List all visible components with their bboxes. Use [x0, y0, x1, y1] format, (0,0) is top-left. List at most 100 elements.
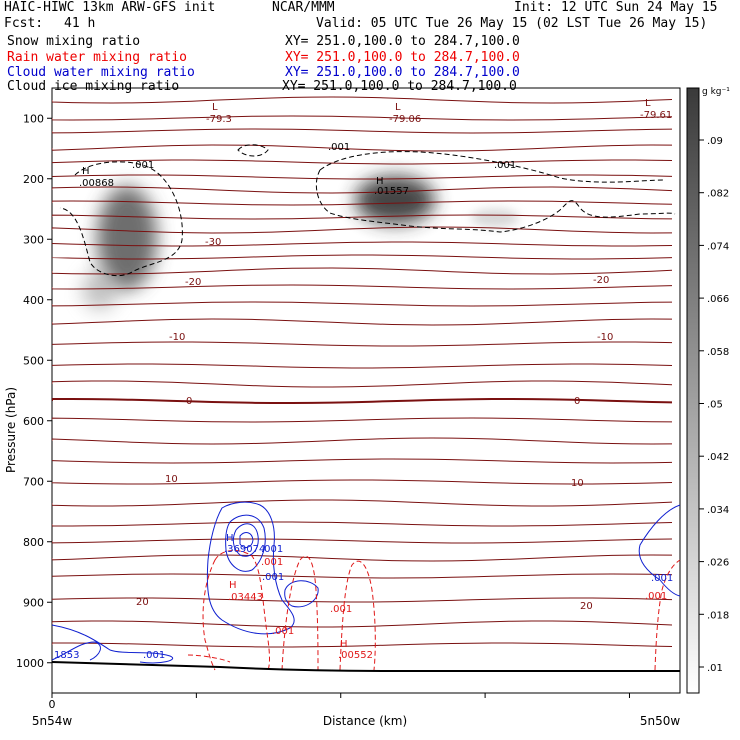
ice-label-right: .001 — [494, 160, 516, 171]
y-tick-label: 600 — [23, 415, 44, 428]
temperature-contour-line — [52, 96, 673, 104]
rain-contour-c — [654, 559, 681, 671]
init-time: Init: 12 UTC Sun 24 May 15 — [514, 0, 718, 15]
y-axis-title: Pressure (hPa) — [4, 387, 18, 473]
temperature-contour-line — [52, 267, 673, 275]
colorbar-ticks: .01 .018 .026 .034 .042 .05 .058 .066 .074 .082 .0… — [699, 136, 729, 674]
colorbar-tick-label: .058 — [707, 347, 729, 358]
temperature-contour-line — [52, 538, 673, 544]
temperature-contour-line — [52, 554, 673, 562]
temperature-contour-line — [52, 363, 673, 369]
colorbar-tick-label: .09 — [707, 136, 723, 147]
temperature-contour-line — [52, 341, 673, 347]
temperature-contours — [52, 96, 673, 648]
temperature-contour-line — [52, 380, 673, 388]
field-snow-xy: XY= 251.0,100.0 to 284.7,100.0 — [285, 34, 520, 49]
cw-contour-small — [284, 580, 319, 608]
y-tick-label: 300 — [23, 233, 44, 246]
temperature-contour-line — [52, 128, 673, 134]
colorbar-unit: g kg⁻¹ — [702, 87, 730, 97]
temperature-contour-line — [52, 254, 673, 260]
ice-contour-small — [237, 144, 269, 157]
temperature-contour-line — [52, 214, 673, 220]
cw-max-mark: H — [226, 533, 234, 544]
temperature-contour-line — [52, 521, 673, 527]
temperature-contour-line — [52, 479, 673, 485]
valid-time: Valid: 05 UTC Tue 26 May 15 (02 LST Tue … — [316, 16, 708, 31]
rain-max-left-value: .03443 — [228, 592, 263, 603]
cw-contour-inner2 — [232, 523, 259, 557]
snow-blob-right — [471, 209, 519, 227]
temp-label-20-right: 20 — [580, 601, 593, 612]
snow-max-center-value: .01557 — [374, 186, 409, 197]
temp-label-20-left: 20 — [136, 597, 149, 608]
temp-min-right-mark: L — [645, 98, 651, 109]
rain-label-4: .001 — [645, 591, 667, 602]
cw-contour-outer — [206, 501, 295, 635]
cloud-ice-contours — [59, 144, 676, 277]
field-cloud-ice-name: Cloud ice mixing ratio — [7, 79, 180, 94]
colorbar-tick-label: .042 — [707, 452, 729, 463]
rain-contour-main — [202, 550, 270, 671]
fcst-label: Fcst: — [4, 16, 44, 31]
temperature-contour-line — [52, 437, 673, 445]
rain-max-left-mark: H — [229, 580, 237, 591]
cw-label-3: 1853 — [54, 650, 79, 661]
rain-contour-b — [339, 560, 376, 671]
ice-label-center: .001 — [328, 142, 350, 153]
temp-label-0-left: 0 — [186, 396, 192, 407]
rain-label-1: .001 — [261, 557, 283, 568]
temperature-contour-line — [52, 417, 673, 423]
field-cloud-water-xy: XY= 251.0,100.0 to 284.7,100.0 — [285, 65, 520, 80]
temp-label-0-right: 0 — [574, 396, 580, 407]
temperature-contour-line — [52, 174, 673, 180]
temp-min-center: -79.06 — [389, 114, 421, 125]
cw-label-1: .001 — [261, 544, 283, 555]
colorbar-tick-label: .018 — [707, 610, 729, 621]
temperature-contour-line — [52, 115, 673, 121]
rain-max-center-mark: H — [340, 639, 348, 650]
colorbar-tick-label: .05 — [707, 400, 723, 411]
ice-contour-left — [59, 161, 183, 277]
temperature-contour-line — [52, 159, 673, 165]
temp-label-m30: -30 — [205, 237, 221, 248]
snow-max-left-mark: H — [82, 166, 90, 177]
field-cloud-ice-xy: XY= 251.0,100.0 to 284.7,100.0 — [282, 79, 517, 94]
x-tick-zero: 0 — [49, 698, 56, 711]
temperature-contour-line — [52, 284, 673, 290]
y-tick-label: 1000 — [16, 657, 44, 670]
temp-label-10-left: 10 — [165, 474, 178, 485]
temp-min-left-mark: L — [212, 102, 218, 113]
y-tick-label: 400 — [23, 294, 44, 307]
colorbar: .01 .018 .026 .034 .042 .05 .058 .066 .074 .082 .0… — [686, 87, 730, 694]
rain-label-3: .001 — [330, 604, 352, 615]
fcst-value: 41 h — [64, 16, 96, 31]
cloud-water-contours — [51, 501, 681, 664]
temperature-contour-line — [52, 458, 673, 464]
temp-min-left: -79.3 — [206, 114, 232, 125]
temp-label-m20-right: -20 — [593, 275, 609, 286]
temperature-contour-line — [52, 200, 673, 206]
field-snow-name: Snow mixing ratio — [7, 34, 141, 49]
field-rain-xy: XY= 251.0,100.0 to 284.7,100.0 — [285, 50, 520, 65]
rain-contours — [187, 550, 681, 671]
colorbar-tick-label: .082 — [707, 189, 729, 200]
colorbar-tick-label: .01 — [707, 663, 723, 674]
snow-blob-left — [97, 186, 157, 290]
y-tick-label: 500 — [23, 354, 44, 367]
ice-label-left: .001 — [132, 160, 154, 171]
colorbar-fill — [686, 87, 700, 694]
colorbar-tick-label: .026 — [707, 558, 729, 569]
temperature-contour-line — [52, 144, 673, 152]
cw-contour-surface — [51, 624, 173, 664]
temperature-contour-line — [52, 499, 673, 507]
rain-contour-a — [281, 555, 319, 671]
temperature-contour-line — [52, 241, 673, 247]
temperature-contour-line — [52, 186, 673, 194]
ice-contour-center — [315, 151, 676, 233]
colorbar-tick-label: .074 — [707, 241, 729, 252]
temp-label-m10-right: -10 — [597, 332, 613, 343]
temperature-contour-line — [52, 573, 673, 579]
plot-frame — [51, 87, 681, 694]
